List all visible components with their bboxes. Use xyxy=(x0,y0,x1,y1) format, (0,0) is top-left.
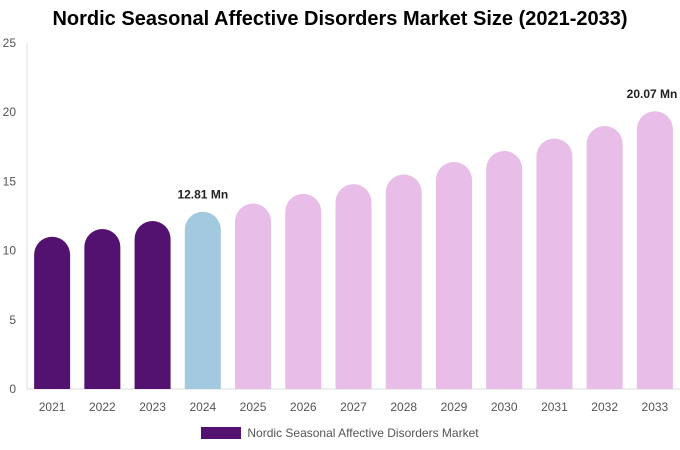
bar xyxy=(586,126,623,390)
data-label: 20.07 Mn xyxy=(627,87,678,101)
x-tick-label: 2027 xyxy=(340,400,367,414)
x-tick-label: 2032 xyxy=(591,400,618,414)
bar xyxy=(536,138,573,389)
x-tick-label: 2022 xyxy=(89,400,116,414)
x-tick-label: 2028 xyxy=(390,400,417,414)
x-tick-label: 2026 xyxy=(290,400,317,414)
bar xyxy=(34,236,71,389)
y-tick-label: 0 xyxy=(9,382,16,396)
y-tick-label: 5 xyxy=(9,313,16,327)
bar xyxy=(435,162,472,389)
x-tick-label: 2021 xyxy=(39,400,66,414)
x-tick-label: 2023 xyxy=(139,400,166,414)
bar xyxy=(385,174,422,389)
bar xyxy=(235,203,272,389)
y-tick-label: 20 xyxy=(3,105,17,119)
bar xyxy=(134,220,171,389)
x-tick-label: 2033 xyxy=(642,400,669,414)
y-tick-label: 10 xyxy=(3,244,17,258)
x-tick-label: 2025 xyxy=(240,400,267,414)
bar xyxy=(486,150,523,389)
bar xyxy=(636,111,673,389)
legend-swatch xyxy=(201,427,242,439)
legend-label: Nordic Seasonal Affective Disorders Mark… xyxy=(247,426,479,440)
chart-title: Nordic Seasonal Affective Disorders Mark… xyxy=(52,8,628,30)
x-tick-label: 2024 xyxy=(189,400,216,414)
bar xyxy=(184,211,221,389)
bar xyxy=(285,193,322,389)
x-tick-label: 2030 xyxy=(491,400,518,414)
y-tick-label: 25 xyxy=(3,36,17,50)
y-tick-label: 15 xyxy=(3,174,17,188)
bar xyxy=(335,184,372,389)
bar xyxy=(84,229,121,389)
x-tick-label: 2031 xyxy=(541,400,568,414)
data-label: 12.81 Mn xyxy=(177,188,228,202)
x-tick-label: 2029 xyxy=(441,400,468,414)
legend: Nordic Seasonal Affective Disorders Mark… xyxy=(0,426,680,440)
